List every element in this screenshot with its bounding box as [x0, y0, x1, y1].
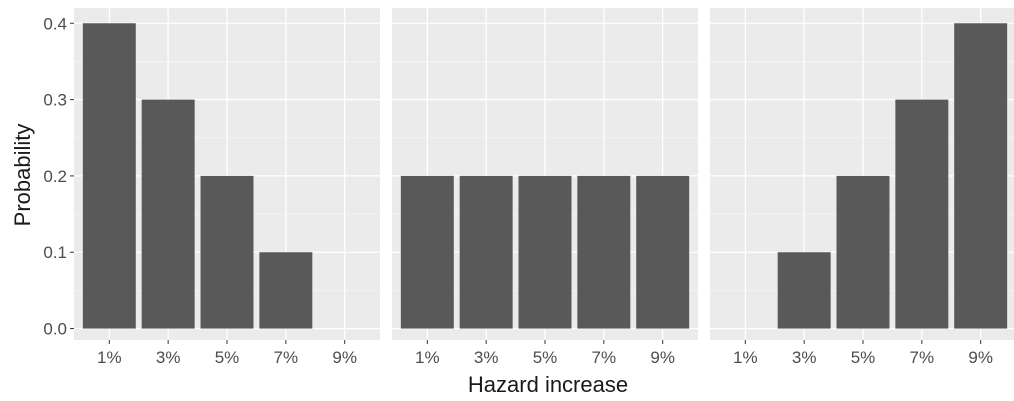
chart-panels: 1% 3% 5% 7% 9% 1% 3% 5% 7% 9% 1% 3% 5% 7% 9% — [74, 8, 1014, 367]
x-tick-label: 5% — [215, 348, 240, 367]
y-tick-label: 0.1 — [43, 243, 67, 262]
bar-panel1-5% — [200, 175, 254, 329]
bar-panel2-3% — [459, 175, 513, 329]
bar-panel2-7% — [577, 175, 631, 329]
x-tick-label: 7% — [592, 348, 617, 367]
y-axis-title: Probability — [10, 124, 35, 227]
x-tick-label: 1% — [415, 348, 440, 367]
x-axis-title: Hazard increase — [468, 372, 628, 397]
bar-panel2-9% — [636, 175, 690, 329]
bar-panel2-1% — [400, 175, 454, 329]
bar-panel3-3% — [777, 252, 831, 329]
panel-3: 1% 3% 5% 7% 9% — [710, 8, 1014, 367]
y-axis: 0.0 0.1 0.2 0.3 0.4 — [43, 14, 74, 339]
y-tick-label: 0.0 — [43, 320, 67, 339]
bar-panel3-9% — [954, 23, 1008, 329]
x-tick-label: 3% — [792, 348, 817, 367]
panel-1: 1% 3% 5% 7% 9% — [74, 8, 380, 367]
bar-panel1-3% — [141, 99, 195, 329]
y-tick-label: 0.3 — [43, 91, 67, 110]
x-tick-label: 9% — [650, 348, 675, 367]
x-tick-label: 7% — [274, 348, 299, 367]
y-tick-label: 0.4 — [43, 14, 67, 33]
x-tick-label: 5% — [851, 348, 876, 367]
bar-panel2-5% — [518, 175, 572, 329]
x-tick-label: 3% — [474, 348, 499, 367]
x-tick-label: 7% — [910, 348, 935, 367]
bar-panel3-5% — [836, 175, 890, 329]
x-tick-label: 1% — [733, 348, 758, 367]
x-tick-label: 5% — [533, 348, 558, 367]
bar-panel3-7% — [895, 99, 949, 329]
bar-panel1-1% — [82, 23, 136, 329]
x-tick-label: 3% — [156, 348, 181, 367]
x-tick-label: 9% — [332, 348, 357, 367]
x-tick-label: 1% — [97, 348, 122, 367]
y-tick-label: 0.2 — [43, 167, 67, 186]
bar-panel1-7% — [259, 252, 313, 329]
panel-2: 1% 3% 5% 7% 9% — [392, 8, 698, 367]
x-tick-label: 9% — [968, 348, 993, 367]
